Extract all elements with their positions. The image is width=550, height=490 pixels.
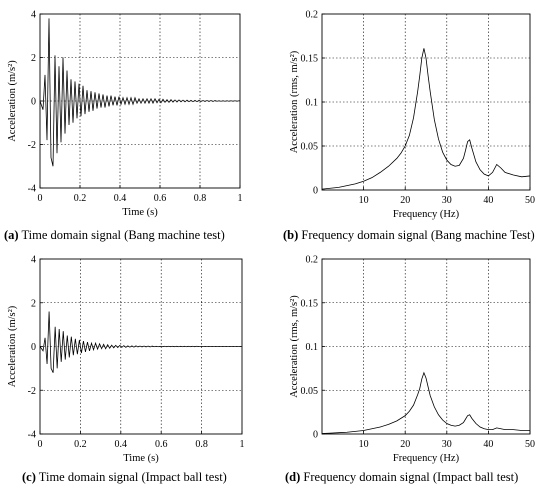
- panel-b-ytick-label-2: 0.1: [306, 98, 319, 109]
- panel-a-xlabel: Time (s): [122, 207, 158, 218]
- panel-a-xtick-label-5: 1: [238, 193, 243, 204]
- caption-b-label: (b): [283, 228, 299, 242]
- panel-b-ylabel: Acceleration (rms, m/s²): [289, 50, 300, 153]
- caption-d-label: (d): [285, 470, 301, 484]
- panel-b-frame: [321, 13, 531, 191]
- panel-b-series-0-line: [321, 48, 531, 190]
- panel-d-xtick-label-3: 40: [483, 439, 493, 450]
- caption-a-label: (a): [4, 228, 19, 242]
- caption-c: (c) Time domain signal (Impact ball test…: [22, 470, 227, 485]
- panel-a-ylabel: Acceleration (m/s²): [7, 60, 18, 142]
- panel-d-ylabel: Acceleration (rms, m/s²): [289, 295, 300, 398]
- panel-d-xtick-label-1: 20: [400, 439, 410, 450]
- panel-c-xtick-label-5: 1: [240, 439, 245, 450]
- panel-a-ytick-label-4: 4: [31, 10, 36, 21]
- caption-d: (d) Frequency domain signal (Impact ball…: [285, 470, 518, 485]
- panel-d-frame: [321, 258, 531, 435]
- caption-b-text: Frequency domain signal (Bang machine Te…: [301, 228, 535, 242]
- panel-d-ytick-label-0: 0: [313, 430, 318, 441]
- panel-d-series-0-line: [321, 371, 530, 434]
- panel-c-ytick-label-1: -2: [28, 386, 36, 397]
- caption-c-text: Time domain signal (Impact ball test): [38, 470, 227, 484]
- panel-d-ytick-label-3: 0.15: [301, 298, 319, 309]
- panel-b-ytick-label-3: 0.15: [301, 54, 319, 65]
- panel-c-xtick-label-3: 0.6: [155, 439, 168, 450]
- caption-d-text: Frequency domain signal (Impact ball tes…: [303, 470, 519, 484]
- panel-d-ytick-label-4: 0.2: [306, 255, 319, 266]
- panel-c-xtick-label-2: 0.4: [115, 439, 128, 450]
- panel-a-xtick-label-2: 0.4: [114, 193, 127, 204]
- panel-a-ytick-label-3: 2: [31, 53, 36, 64]
- panel-a-xtick-label-3: 0.6: [154, 193, 167, 204]
- panel-c-ytick-label-0: -4: [28, 430, 36, 441]
- panel-c-xtick-label-4: 0.8: [195, 439, 208, 450]
- panel-b-xtick-label-0: 10: [359, 195, 369, 206]
- caption-a-text: Time domain signal (Bang machine test): [21, 228, 225, 242]
- panel-c-ytick-label-3: 2: [31, 298, 36, 309]
- panel-b-xtick-label-1: 20: [400, 195, 410, 206]
- caption-c-label: (c): [22, 470, 36, 484]
- panel-a-ytick-label-1: -2: [28, 140, 36, 151]
- panel-d-ytick-label-1: 0.05: [301, 386, 319, 397]
- panel-d-ytick-label-2: 0.1: [306, 342, 319, 353]
- panel-b-xtick-label-2: 30: [442, 195, 452, 206]
- panel-a-series-0-line: [39, 18, 241, 167]
- panel-a-xtick-label-4: 0.8: [194, 193, 207, 204]
- panel-c-ylabel: Acceleration (m/s²): [7, 305, 18, 387]
- panel-d-xlabel: Frequency (Hz): [393, 453, 460, 464]
- panel-a-xtick-label-0: 0: [38, 193, 43, 204]
- panel-d-xtick-label-4: 50: [525, 439, 535, 450]
- panel-a-ytick-label-0: -4: [28, 184, 36, 195]
- panel-b-xlabel: Frequency (Hz): [393, 209, 460, 220]
- panel-a-xtick-label-1: 0.2: [74, 193, 87, 204]
- panel-d-xtick-label-0: 10: [359, 439, 369, 450]
- panel-c-xlabel: Time (s): [123, 453, 159, 464]
- panel-d-xtick-label-2: 30: [442, 439, 452, 450]
- panel-c-xtick-label-0: 0: [38, 439, 43, 450]
- panel-c-series-0-line: [39, 311, 242, 373]
- panel-b-ytick-label-1: 0.05: [301, 142, 319, 153]
- caption-b: (b) Frequency domain signal (Bang machin…: [283, 228, 535, 243]
- panel-c-xtick-label-1: 0.2: [74, 439, 87, 450]
- panel-c-ytick-label-4: 4: [31, 255, 36, 266]
- panel-a-ytick-label-2: 0: [31, 97, 36, 108]
- panel-b-ytick-label-0: 0: [313, 186, 318, 197]
- panel-b-xtick-label-4: 50: [525, 195, 535, 206]
- caption-a: (a) Time domain signal (Bang machine tes…: [4, 228, 225, 243]
- panel-c-ytick-label-2: 0: [31, 342, 36, 353]
- panel-b-ytick-label-4: 0.2: [306, 10, 319, 21]
- panel-b-xtick-label-3: 40: [483, 195, 493, 206]
